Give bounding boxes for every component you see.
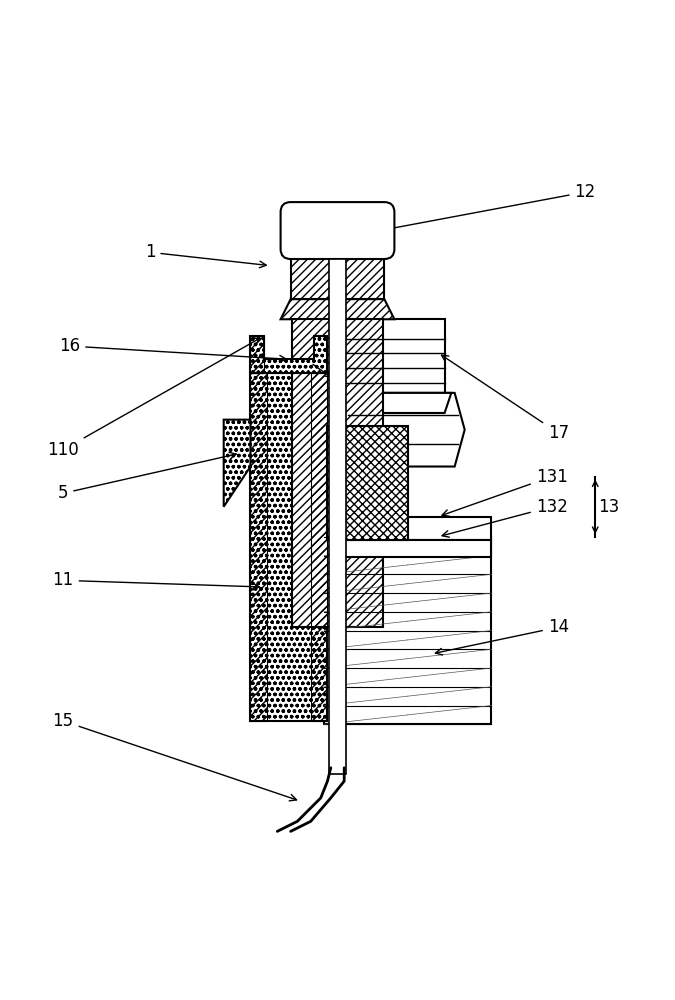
Polygon shape — [250, 336, 327, 373]
Text: 131: 131 — [442, 468, 568, 516]
FancyBboxPatch shape — [281, 202, 394, 259]
Polygon shape — [223, 420, 250, 507]
Text: 16: 16 — [59, 337, 286, 362]
Text: 1: 1 — [144, 243, 266, 268]
Text: 13: 13 — [598, 498, 619, 516]
Text: 17: 17 — [441, 355, 569, 442]
Text: 15: 15 — [53, 712, 296, 801]
Bar — [327, 426, 408, 540]
Text: 14: 14 — [435, 618, 569, 655]
Text: 110: 110 — [47, 338, 260, 459]
Bar — [310, 373, 327, 721]
Polygon shape — [341, 393, 452, 413]
Bar — [250, 373, 327, 721]
Polygon shape — [294, 215, 381, 246]
Polygon shape — [292, 319, 383, 627]
Text: 12: 12 — [375, 183, 596, 233]
Polygon shape — [281, 299, 394, 319]
Polygon shape — [291, 249, 384, 299]
Text: 132: 132 — [442, 498, 568, 537]
Bar — [341, 319, 445, 393]
Bar — [250, 373, 267, 721]
Polygon shape — [341, 393, 464, 467]
Text: 5: 5 — [58, 452, 236, 502]
Bar — [341, 517, 491, 540]
Bar — [329, 259, 346, 774]
Bar — [324, 537, 491, 724]
Bar — [341, 540, 491, 557]
Bar — [250, 336, 264, 373]
Text: 11: 11 — [53, 571, 259, 590]
